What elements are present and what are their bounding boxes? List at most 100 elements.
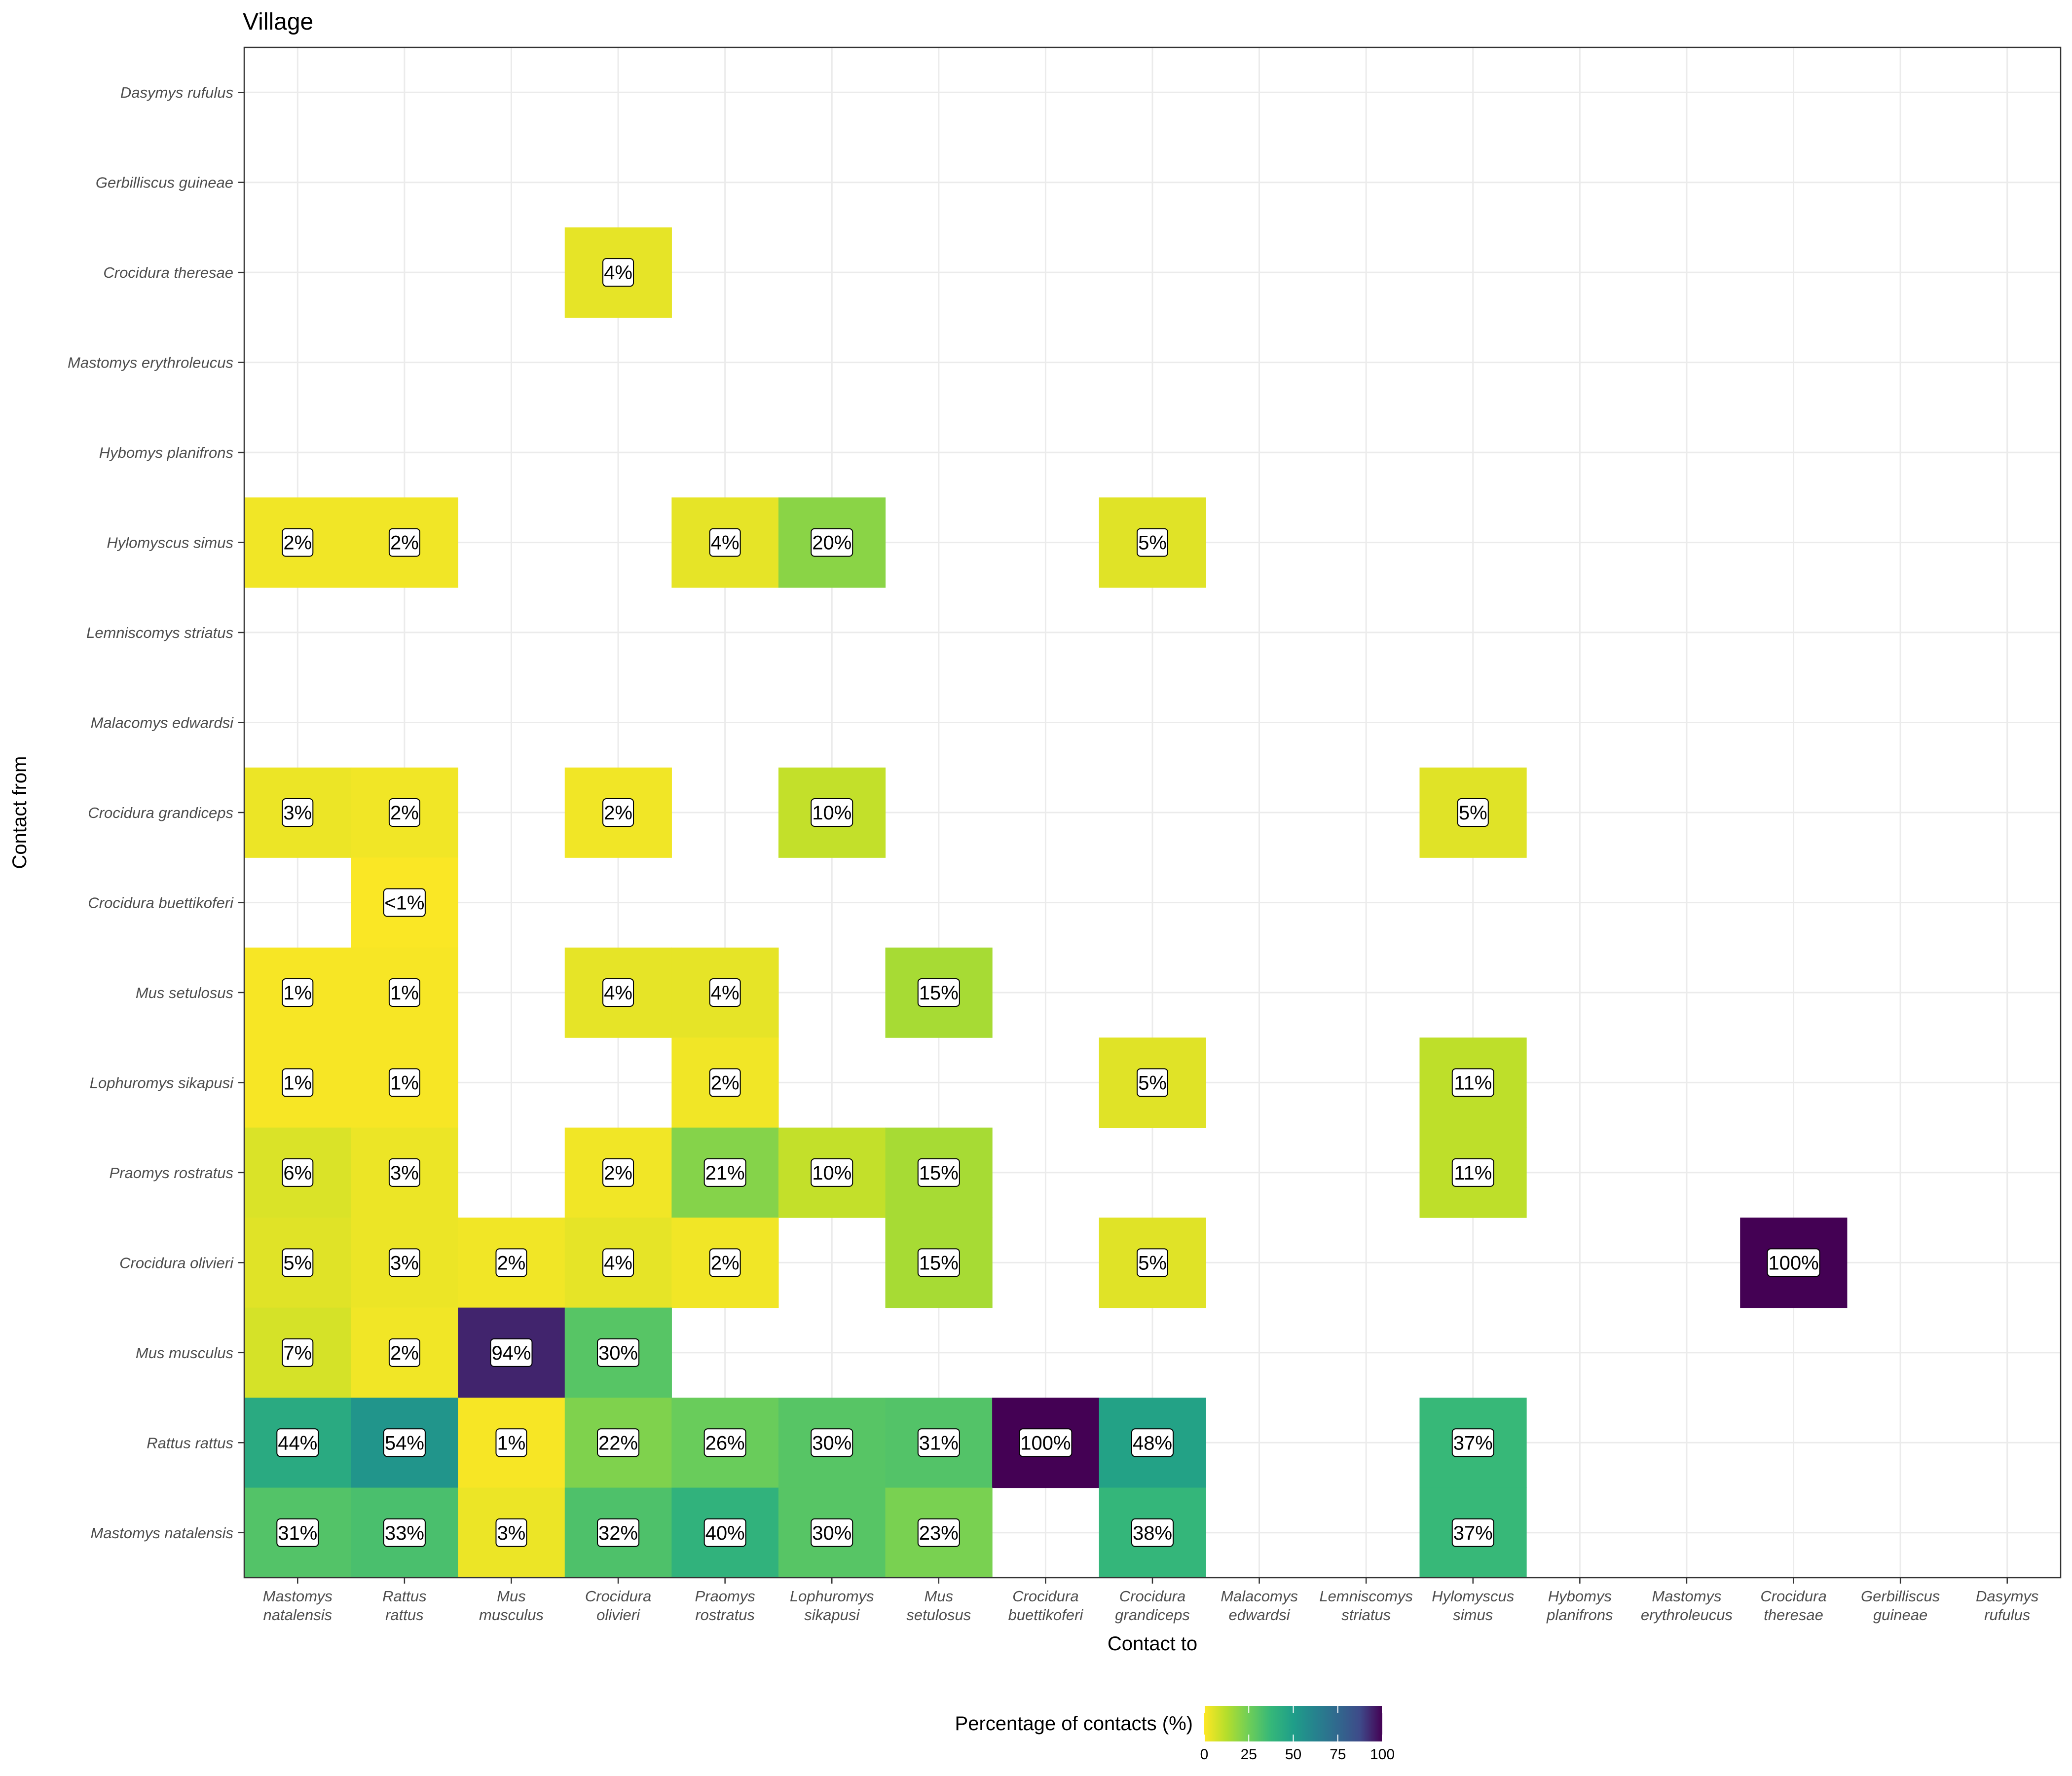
x-tick-label-line: Dasymys <box>1976 1588 2038 1605</box>
x-tick-label: Mastomys natalensis <box>263 1588 333 1624</box>
x-tick-label: Mastomys erythroleucus <box>1641 1588 1733 1624</box>
cell-label-text: 4% <box>604 982 632 1004</box>
y-tick-label: Mastomys natalensis <box>91 1524 233 1542</box>
cell-label-text: 2% <box>497 1252 526 1274</box>
cell-label-text: 4% <box>711 532 740 554</box>
x-tick-label-line: Mastomys <box>1652 1588 1721 1605</box>
cell-label-text: 20% <box>812 532 851 554</box>
cell-label-text: 31% <box>919 1432 959 1454</box>
x-tick-label-line: Malacomys <box>1221 1588 1298 1605</box>
cell-label-box <box>383 1518 426 1547</box>
cell-label-box <box>811 798 853 827</box>
cell-label-box <box>602 798 634 827</box>
cell-label-text: 4% <box>711 982 740 1004</box>
x-tick-label: Crocidura olivieri <box>585 1588 651 1624</box>
cell-label: 6% <box>282 1158 314 1187</box>
y-tick-label: Mastomys erythroleucus <box>68 354 233 371</box>
cell-label-text: 10% <box>812 1162 851 1184</box>
cell-label-box <box>282 1158 314 1187</box>
cell-label-text: 30% <box>598 1342 638 1364</box>
y-tick-label: Crocidura buettikoferi <box>88 894 234 911</box>
cell-label-text: 11% <box>1454 1162 1492 1184</box>
cell-label-text: 100% <box>1768 1252 1818 1274</box>
cell-label-box <box>388 1248 420 1277</box>
cell-label: 100% <box>1767 1248 1820 1277</box>
cell-label-box <box>388 1068 420 1097</box>
x-tick-label: Rattus rattus <box>382 1588 427 1624</box>
cell-label: 10% <box>811 1158 853 1187</box>
cell-label-box <box>490 1338 533 1367</box>
y-axis-title: Contact from <box>9 756 31 869</box>
cell-label-text: 1% <box>283 982 312 1004</box>
cell-label-text: 5% <box>1138 1252 1167 1274</box>
cell-label-text: 37% <box>1453 1432 1493 1454</box>
x-tick-label-line: Mastomys <box>263 1588 333 1605</box>
x-tick-label-line: sikapusi <box>804 1606 860 1624</box>
cell-label: 21% <box>703 1158 746 1187</box>
cell-label-text: 40% <box>705 1522 745 1544</box>
x-tick-label-line: Gerbilliscus <box>1861 1588 1940 1605</box>
cell-label-text: 33% <box>385 1522 424 1544</box>
cell-label: 2% <box>282 528 314 557</box>
cell-label: 5% <box>1137 1248 1168 1277</box>
cell-label: 26% <box>703 1428 746 1457</box>
cell-label-box <box>1767 1248 1820 1277</box>
axes: Mastomys natalensis Rattus rattus Mus musculu… <box>68 84 2038 1624</box>
cell-label-box <box>282 1068 314 1097</box>
cell-label: 7% <box>282 1338 314 1367</box>
y-tick-label: Hybomys planifrons <box>99 444 233 461</box>
cell-label: 2% <box>388 1338 420 1367</box>
x-tick-label-line: Hybomys <box>1548 1588 1612 1605</box>
cell-label: 20% <box>811 528 853 557</box>
x-tick-label: Praomys rostratus <box>695 1588 755 1624</box>
cell-label: 4% <box>602 1248 634 1277</box>
cell-label-text: 15% <box>919 1162 959 1184</box>
cell-label-text: 1% <box>390 982 419 1004</box>
legend-tick-label: 100 <box>1370 1746 1395 1763</box>
x-tick-label: Malacomys edwardsi <box>1221 1588 1298 1624</box>
legend-tick-label: 0 <box>1200 1746 1209 1763</box>
cell-label-text: 48% <box>1133 1432 1172 1454</box>
cell-label: 3% <box>388 1158 420 1187</box>
cell-label: 5% <box>1137 528 1168 557</box>
cell-label-text: 6% <box>283 1162 312 1184</box>
cell-label-box <box>282 1338 314 1367</box>
cell-label: 38% <box>1131 1518 1174 1547</box>
cell-label-text: 1% <box>283 1072 312 1094</box>
cell-label: 30% <box>597 1338 640 1367</box>
cell-label-box <box>383 888 426 917</box>
y-tick-label: Crocidura olivieri <box>119 1254 234 1271</box>
y-tick-label: Malacomys edwardsi <box>91 714 234 732</box>
cell-label-box <box>709 528 741 557</box>
x-tick-label: Crocidura theresae <box>1760 1588 1826 1624</box>
cell-label-box <box>388 528 420 557</box>
x-tick-label-line: theresae <box>1764 1606 1823 1624</box>
x-tick-label: Mus musculus <box>479 1588 544 1624</box>
cell-label: 94% <box>490 1338 533 1367</box>
cell-label-box <box>917 1248 960 1277</box>
x-tick-label-line: planifrons <box>1546 1606 1613 1624</box>
cell-label: 5% <box>1137 1068 1168 1097</box>
legend-title: Percentage of contacts (%) <box>955 1713 1193 1735</box>
cell-label: 30% <box>811 1428 853 1457</box>
cell-label-box <box>495 1518 527 1547</box>
cell-label: 22% <box>597 1428 640 1457</box>
y-tick-label: Crocidura grandiceps <box>88 804 233 821</box>
cell-label-text: 37% <box>1453 1522 1493 1544</box>
cell-label-box <box>388 1338 420 1367</box>
legend-tick-label: 50 <box>1285 1746 1301 1763</box>
x-tick-label: Lemniscomys striatus <box>1319 1588 1413 1624</box>
x-tick-label-line: Lophuromys <box>790 1588 874 1605</box>
y-tick-label: Dasymys rufulus <box>120 84 233 101</box>
x-tick-label: Hylomyscus simus <box>1432 1588 1514 1624</box>
x-tick-label: Dasymys rufulus <box>1976 1588 2038 1624</box>
cell-label-box <box>282 798 314 827</box>
cell-label-text: 15% <box>919 1252 959 1274</box>
cell-label-box <box>1451 1428 1494 1457</box>
cell-label-box <box>1457 798 1489 827</box>
cell-label-box <box>602 1158 634 1187</box>
cell-label-text: 100% <box>1020 1432 1071 1454</box>
cell-label: 4% <box>709 528 741 557</box>
cell-label-text: 30% <box>812 1522 851 1544</box>
cell-label-box <box>282 528 314 557</box>
